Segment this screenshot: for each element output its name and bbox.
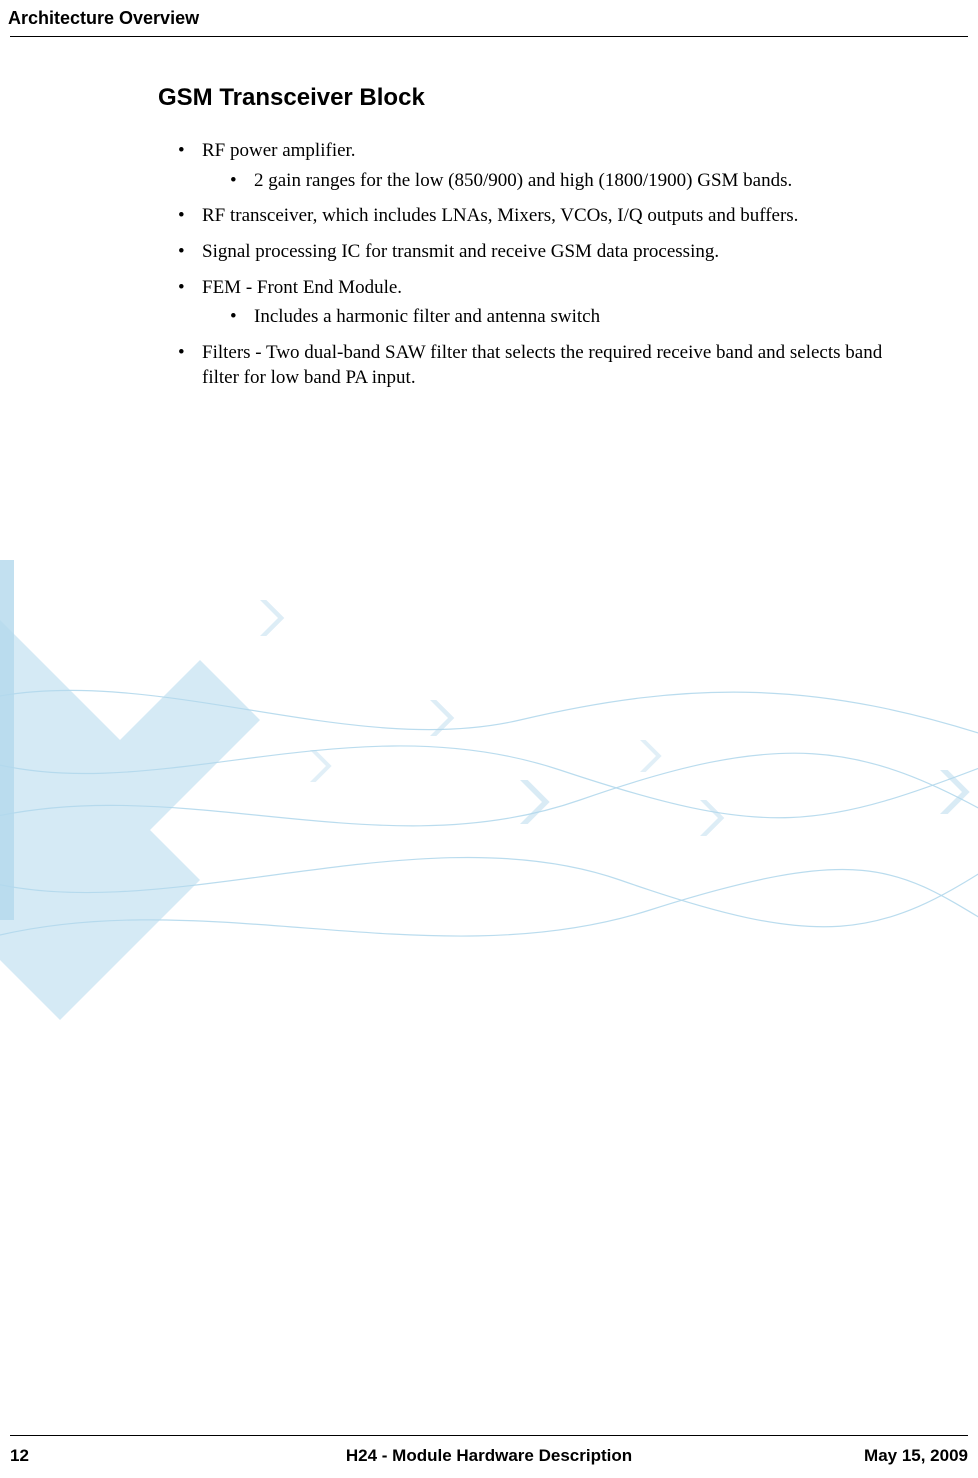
footer-rule (10, 1435, 968, 1436)
list-item: RF transceiver, which includes LNAs, Mix… (178, 203, 918, 229)
page-number: 12 (10, 1446, 29, 1466)
sub-list: Includes a harmonic filter and antenna s… (202, 304, 918, 330)
header-rule (10, 36, 968, 37)
bullet-list: RF power amplifier. 2 gain ranges for the… (158, 138, 918, 391)
list-item-text: RF power amplifier. (202, 140, 356, 161)
list-item: RF power amplifier. 2 gain ranges for the… (178, 138, 918, 193)
list-item: Signal processing IC for transmit and re… (178, 239, 918, 265)
list-item-text: Signal processing IC for transmit and re… (202, 241, 719, 262)
list-item-text: FEM - Front End Module. (202, 277, 402, 298)
sub-list: 2 gain ranges for the low (850/900) and … (202, 168, 918, 194)
chapter-title: Architecture Overview (8, 8, 199, 29)
list-item: Filters - Two dual-band SAW filter that … (178, 340, 918, 391)
footer-title: H24 - Module Hardware Description (346, 1446, 632, 1466)
footer-date: May 15, 2009 (864, 1446, 968, 1466)
sub-list-item: Includes a harmonic filter and antenna s… (230, 304, 918, 330)
sub-list-item: 2 gain ranges for the low (850/900) and … (230, 168, 918, 194)
page-footer: 12 H24 - Module Hardware Description May… (10, 1446, 968, 1466)
page-header: Architecture Overview (0, 0, 978, 36)
main-content: GSM Transceiver Block RF power amplifier… (158, 84, 918, 401)
list-item: FEM - Front End Module. Includes a harmon… (178, 275, 918, 330)
section-title: GSM Transceiver Block (158, 84, 918, 112)
list-item-text: Filters - Two dual-band SAW filter that … (202, 342, 882, 389)
list-item-text: RF transceiver, which includes LNAs, Mix… (202, 205, 798, 226)
